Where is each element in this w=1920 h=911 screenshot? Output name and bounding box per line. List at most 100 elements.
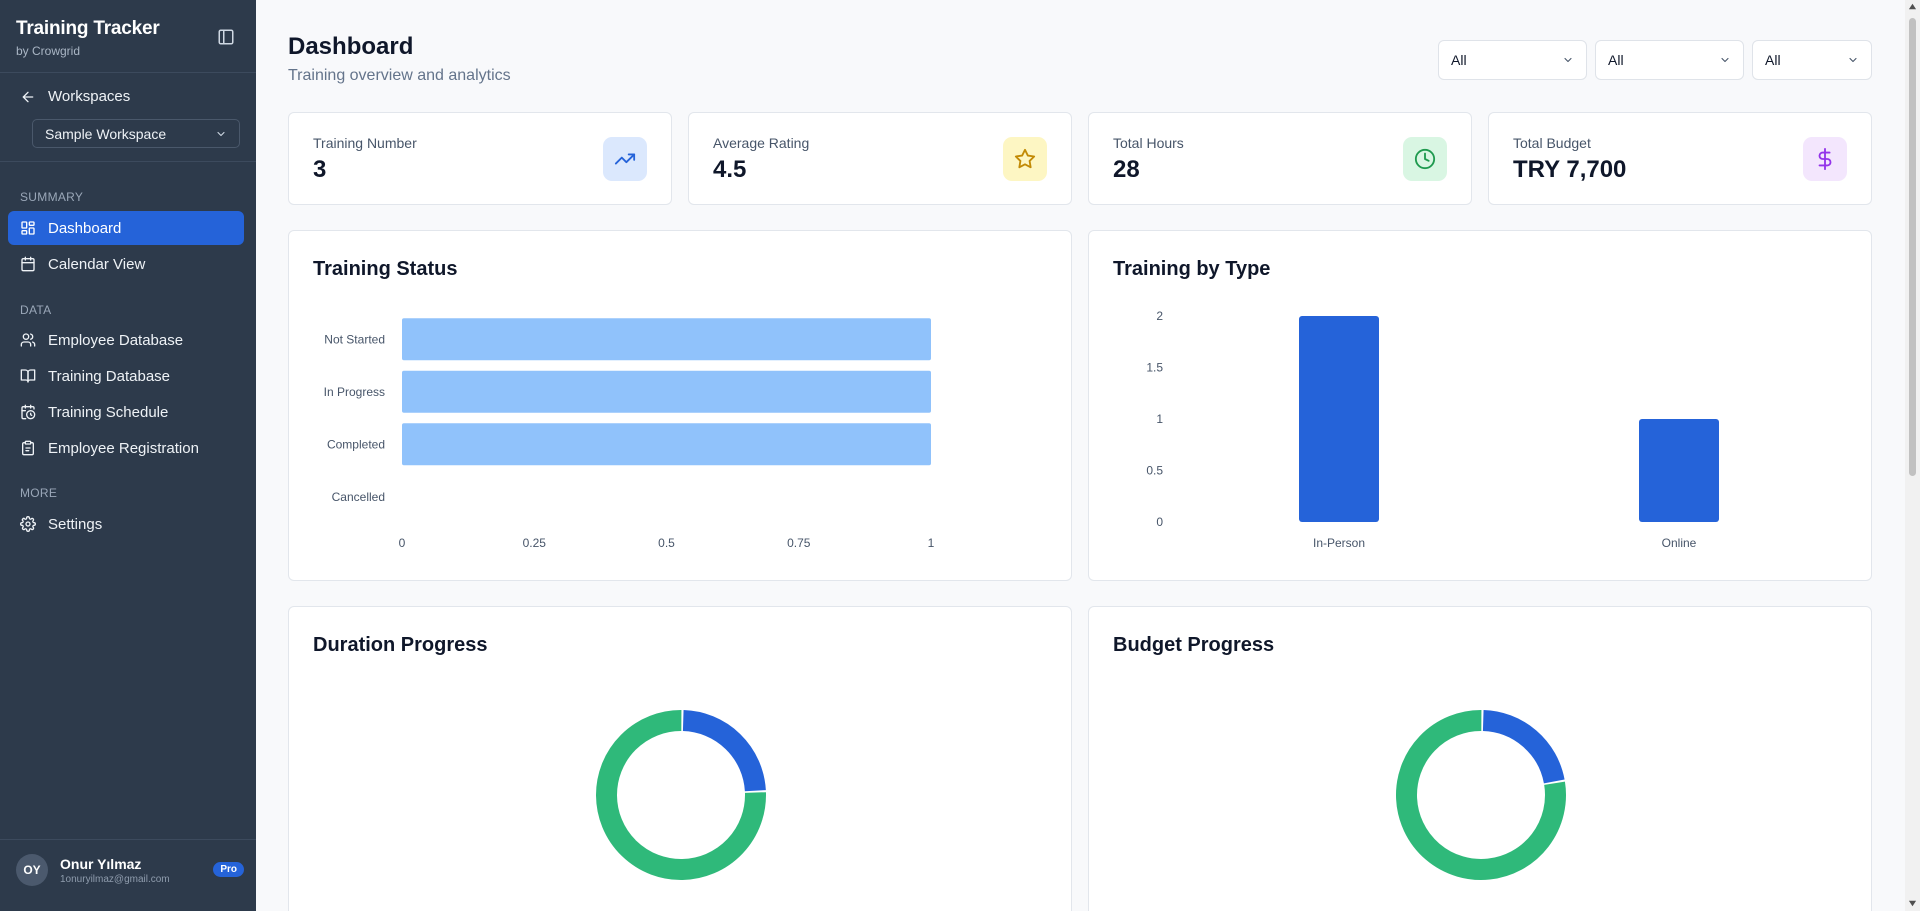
chart-title: Duration Progress [313, 634, 488, 656]
duration-progress-chart [596, 710, 766, 880]
sidebar-item-employee-database[interactable]: Employee Database [8, 323, 244, 357]
sidebar-item-label: Calendar View [48, 255, 146, 273]
chart-title: Training Status [313, 258, 458, 280]
sidebar-item-dashboard[interactable]: Dashboard [8, 211, 244, 245]
x-tick-label: 0 [399, 536, 406, 550]
sidebar-item-label: Employee Database [48, 331, 184, 349]
trending-up-icon [614, 153, 636, 165]
workspaces-label: Workspaces [48, 88, 131, 105]
type-bar [1639, 419, 1719, 522]
page-scrollbar[interactable] [1905, 0, 1920, 911]
filter-select-2[interactable]: All [1595, 40, 1744, 80]
stat-label: Total Hours [1113, 135, 1184, 151]
sidebar-divider [0, 161, 256, 162]
sidebar-item-employee-registration[interactable]: Employee Registration [8, 431, 244, 465]
y-tick-label: 1.5 [1146, 361, 1163, 375]
sidebar-divider [0, 839, 256, 840]
user-profile[interactable]: OY Onur Yılmaz 1onuryilmaz@gmail.com Pro [16, 852, 244, 888]
chart-card-budget-progress: Budget Progress [1088, 606, 1872, 911]
sidebar-item-training-database[interactable]: Training Database [8, 359, 244, 393]
clock-icon [1414, 148, 1436, 170]
app-subtitle: by Crowgrid [16, 44, 81, 58]
workspace-select[interactable]: Sample Workspace [32, 119, 240, 148]
scroll-up-icon[interactable] [1908, 2, 1917, 11]
app-title: Training Tracker [16, 18, 160, 39]
page-title: Dashboard [288, 33, 414, 60]
gear-icon [20, 516, 36, 532]
budget-progress-chart [1396, 710, 1566, 880]
stat-card-training-number: Training Number 3 [288, 112, 672, 205]
scrollbar-thumb[interactable] [1909, 18, 1916, 476]
sidebar: Training Tracker by Crowgrid Workspaces … [0, 0, 256, 911]
chart-card-training-by-type: Training by Type 0 0.5 1 1.5 2 In-Person Onlin… [1088, 230, 1872, 581]
sidebar-item-label: Training Database [48, 367, 171, 385]
brand: Training Tracker by Crowgrid [16, 18, 160, 58]
workspace-name: Sample Workspace [45, 125, 167, 142]
sidebar-item-calendar-view[interactable]: Calendar View [8, 247, 244, 281]
chevron-down-icon [217, 131, 225, 136]
chart-card-training-status: Training Status Not Started In Progress Co… [288, 230, 1072, 581]
user-info: Onur Yılmaz 1onuryilmaz@gmail.com [60, 856, 170, 885]
stat-icon-box [603, 137, 647, 181]
arrow-left-icon [22, 91, 34, 102]
donut-slice [1396, 710, 1566, 880]
y-tick-label: Cancelled [332, 490, 385, 504]
type-bar [1299, 316, 1379, 522]
user-name: Onur Yılmaz [60, 855, 142, 872]
sidebar-item-label: Dashboard [48, 219, 122, 237]
x-tick-label: 1 [928, 536, 935, 550]
users-icon [20, 333, 36, 347]
page-subtitle: Training overview and analytics [288, 67, 511, 84]
stat-label: Average Rating [713, 135, 810, 151]
filter-select-1[interactable]: All [1438, 40, 1587, 80]
plan-badge: Pro [213, 862, 244, 877]
star-icon [1014, 148, 1036, 169]
status-bar [402, 318, 931, 361]
y-tick-label: Completed [327, 437, 385, 451]
sidebar-toggle-icon [218, 29, 234, 45]
chart-card-duration-progress: Duration Progress [288, 606, 1072, 911]
filter-value: All [1608, 52, 1624, 68]
donut-slice [682, 710, 766, 792]
section-label-data: DATA [20, 303, 52, 317]
x-tick-label: 0.25 [523, 536, 547, 550]
calendar-clock-icon [21, 404, 36, 420]
section-label-summary: SUMMARY [20, 190, 84, 204]
user-email: 1onuryilmaz@gmail.com [60, 873, 170, 885]
sidebar-item-label: Settings [48, 515, 103, 533]
x-tick-label: 0.5 [658, 536, 675, 550]
main-content: Dashboard Training overview and analytic… [256, 0, 1920, 911]
dashboard-icon [21, 221, 35, 235]
y-tick-label: In Progress [324, 385, 385, 399]
x-tick-label: In-Person [1313, 536, 1365, 550]
y-tick-label: Not Started [324, 332, 385, 346]
stat-card-average-rating: Average Rating 4.5 [688, 112, 1072, 205]
sidebar-item-settings[interactable]: Settings [8, 507, 244, 541]
stat-card-total-budget: Total Budget TRY 7,700 [1488, 112, 1872, 205]
training-status-chart: Not Started In Progress Completed Cancelled… [324, 318, 935, 550]
stat-card-total-hours: Total Hours 28 [1088, 112, 1472, 205]
x-tick-label: Online [1662, 536, 1697, 550]
y-tick-label: 0.5 [1146, 464, 1163, 478]
sidebar-toggle-button[interactable] [215, 26, 237, 48]
chevron-down-icon [1849, 57, 1857, 63]
sidebar-item-training-schedule[interactable]: Training Schedule [8, 395, 244, 429]
status-bar [402, 423, 931, 466]
filter-value: All [1451, 52, 1467, 68]
chevron-down-icon [1721, 57, 1729, 63]
sidebar-divider [0, 72, 256, 73]
donut-slice [1482, 710, 1565, 784]
training-by-type-chart: 0 0.5 1 1.5 2 In-Person Online [1146, 309, 1719, 550]
scroll-down-icon[interactable] [1908, 899, 1917, 908]
workspaces-back-link[interactable]: Workspaces [20, 88, 130, 105]
donut-slice [596, 710, 766, 880]
book-icon [20, 369, 36, 383]
stat-icon-box [1003, 137, 1047, 181]
section-label-more: MORE [20, 486, 58, 500]
chart-title: Training by Type [1113, 258, 1271, 280]
stat-label: Total Budget [1513, 135, 1591, 151]
filter-value: All [1765, 52, 1781, 68]
stat-label: Training Number [313, 135, 417, 151]
filter-select-3[interactable]: All [1752, 40, 1872, 80]
status-bar [402, 370, 931, 413]
